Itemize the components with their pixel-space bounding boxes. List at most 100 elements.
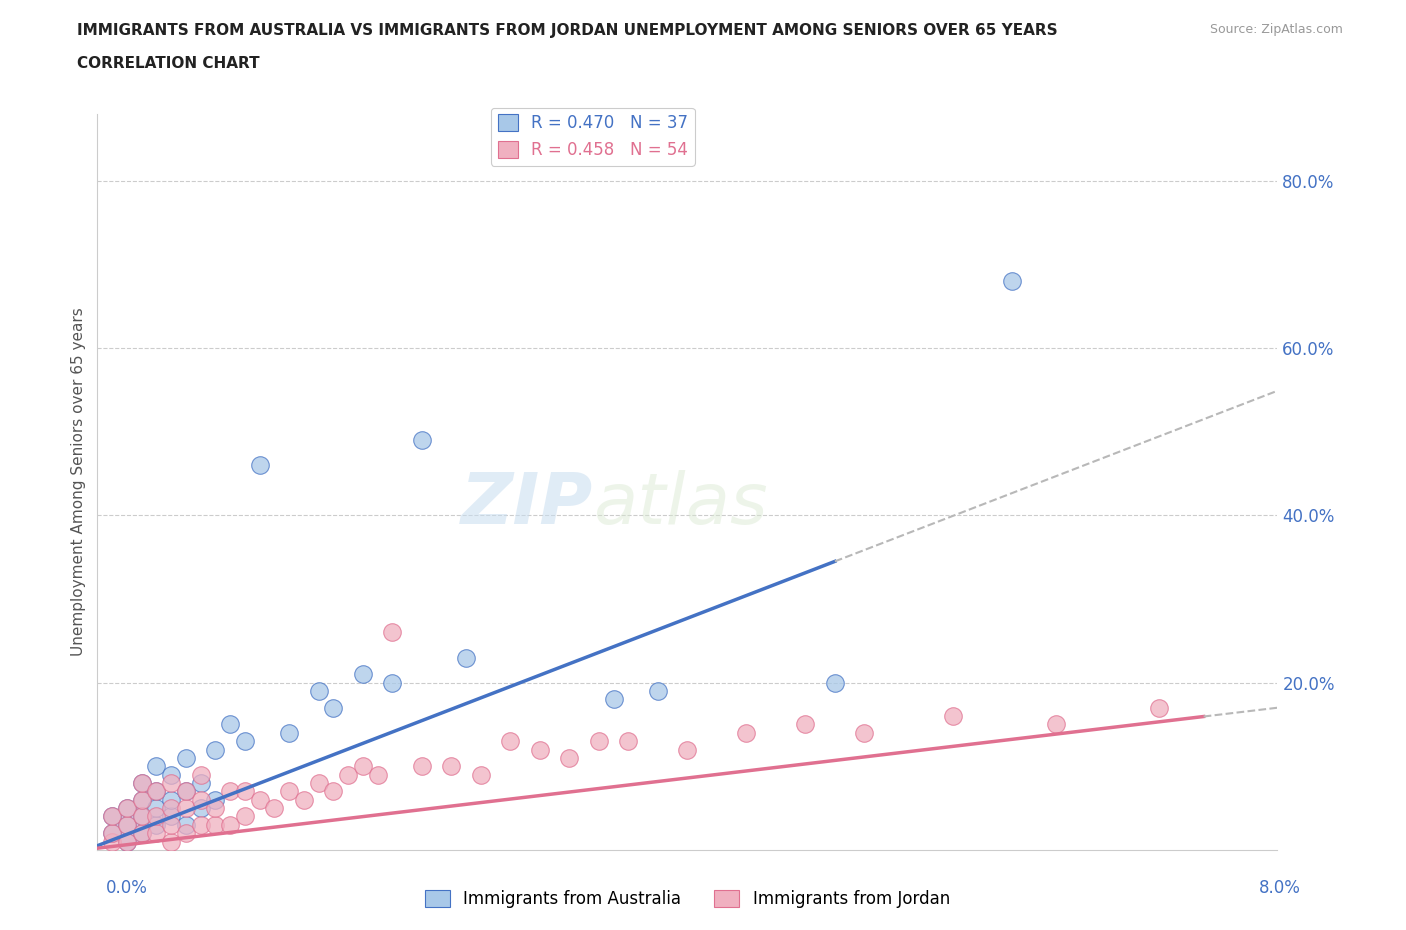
Point — [131, 809, 153, 824]
Point — [204, 792, 226, 807]
Point — [558, 751, 581, 765]
Point — [352, 667, 374, 682]
Point — [131, 792, 153, 807]
Point — [174, 751, 197, 765]
Point — [322, 700, 344, 715]
Point — [942, 709, 965, 724]
Point — [735, 725, 758, 740]
Point — [204, 742, 226, 757]
Point — [647, 684, 669, 698]
Point — [381, 675, 404, 690]
Point — [529, 742, 551, 757]
Point — [411, 759, 433, 774]
Point — [131, 792, 153, 807]
Point — [1045, 717, 1067, 732]
Point — [160, 792, 183, 807]
Text: IMMIGRANTS FROM AUSTRALIA VS IMMIGRANTS FROM JORDAN UNEMPLOYMENT AMONG SENIORS O: IMMIGRANTS FROM AUSTRALIA VS IMMIGRANTS … — [77, 23, 1057, 38]
Point — [115, 801, 138, 816]
Point — [160, 767, 183, 782]
Point — [101, 809, 124, 824]
Point — [278, 784, 301, 799]
Point — [456, 650, 478, 665]
Point — [174, 817, 197, 832]
Point — [337, 767, 360, 782]
Point — [219, 817, 242, 832]
Point — [588, 734, 610, 749]
Text: ZIP: ZIP — [461, 470, 593, 538]
Point — [190, 817, 212, 832]
Point — [131, 809, 153, 824]
Text: atlas: atlas — [593, 470, 768, 538]
Point — [160, 776, 183, 790]
Text: Source: ZipAtlas.com: Source: ZipAtlas.com — [1209, 23, 1343, 36]
Text: 8.0%: 8.0% — [1258, 879, 1301, 897]
Point — [145, 759, 167, 774]
Point — [145, 784, 167, 799]
Point — [308, 776, 330, 790]
Point — [190, 767, 212, 782]
Point — [174, 784, 197, 799]
Point — [367, 767, 389, 782]
Point — [233, 784, 256, 799]
Point — [824, 675, 846, 690]
Point — [145, 784, 167, 799]
Point — [440, 759, 463, 774]
Point — [411, 432, 433, 447]
Point — [204, 817, 226, 832]
Point — [131, 826, 153, 841]
Point — [308, 684, 330, 698]
Point — [160, 817, 183, 832]
Point — [101, 809, 124, 824]
Point — [101, 834, 124, 849]
Point — [115, 817, 138, 832]
Point — [131, 776, 153, 790]
Legend: R = 0.470   N = 37, R = 0.458   N = 54: R = 0.470 N = 37, R = 0.458 N = 54 — [491, 108, 695, 166]
Point — [190, 776, 212, 790]
Point — [322, 784, 344, 799]
Point — [174, 801, 197, 816]
Point — [160, 801, 183, 816]
Point — [160, 834, 183, 849]
Point — [174, 784, 197, 799]
Point — [145, 817, 167, 832]
Point — [602, 692, 624, 707]
Point — [263, 801, 285, 816]
Point — [101, 826, 124, 841]
Point — [617, 734, 640, 749]
Point — [794, 717, 817, 732]
Point — [676, 742, 699, 757]
Point — [190, 792, 212, 807]
Point — [1001, 273, 1024, 288]
Point — [233, 809, 256, 824]
Point — [115, 834, 138, 849]
Point — [115, 817, 138, 832]
Point — [278, 725, 301, 740]
Point — [233, 734, 256, 749]
Point — [115, 801, 138, 816]
Point — [145, 826, 167, 841]
Point — [160, 809, 183, 824]
Text: 0.0%: 0.0% — [105, 879, 148, 897]
Point — [470, 767, 492, 782]
Point — [204, 801, 226, 816]
Point — [174, 826, 197, 841]
Point — [853, 725, 876, 740]
Point — [115, 834, 138, 849]
Y-axis label: Unemployment Among Seniors over 65 years: Unemployment Among Seniors over 65 years — [72, 308, 86, 657]
Point — [131, 826, 153, 841]
Point — [101, 826, 124, 841]
Point — [352, 759, 374, 774]
Point — [145, 809, 167, 824]
Point — [219, 784, 242, 799]
Point — [190, 801, 212, 816]
Point — [1149, 700, 1171, 715]
Point — [381, 625, 404, 640]
Point — [249, 458, 271, 472]
Point — [249, 792, 271, 807]
Point — [145, 801, 167, 816]
Point — [499, 734, 522, 749]
Point — [131, 776, 153, 790]
Point — [292, 792, 315, 807]
Text: CORRELATION CHART: CORRELATION CHART — [77, 56, 260, 71]
Point — [219, 717, 242, 732]
